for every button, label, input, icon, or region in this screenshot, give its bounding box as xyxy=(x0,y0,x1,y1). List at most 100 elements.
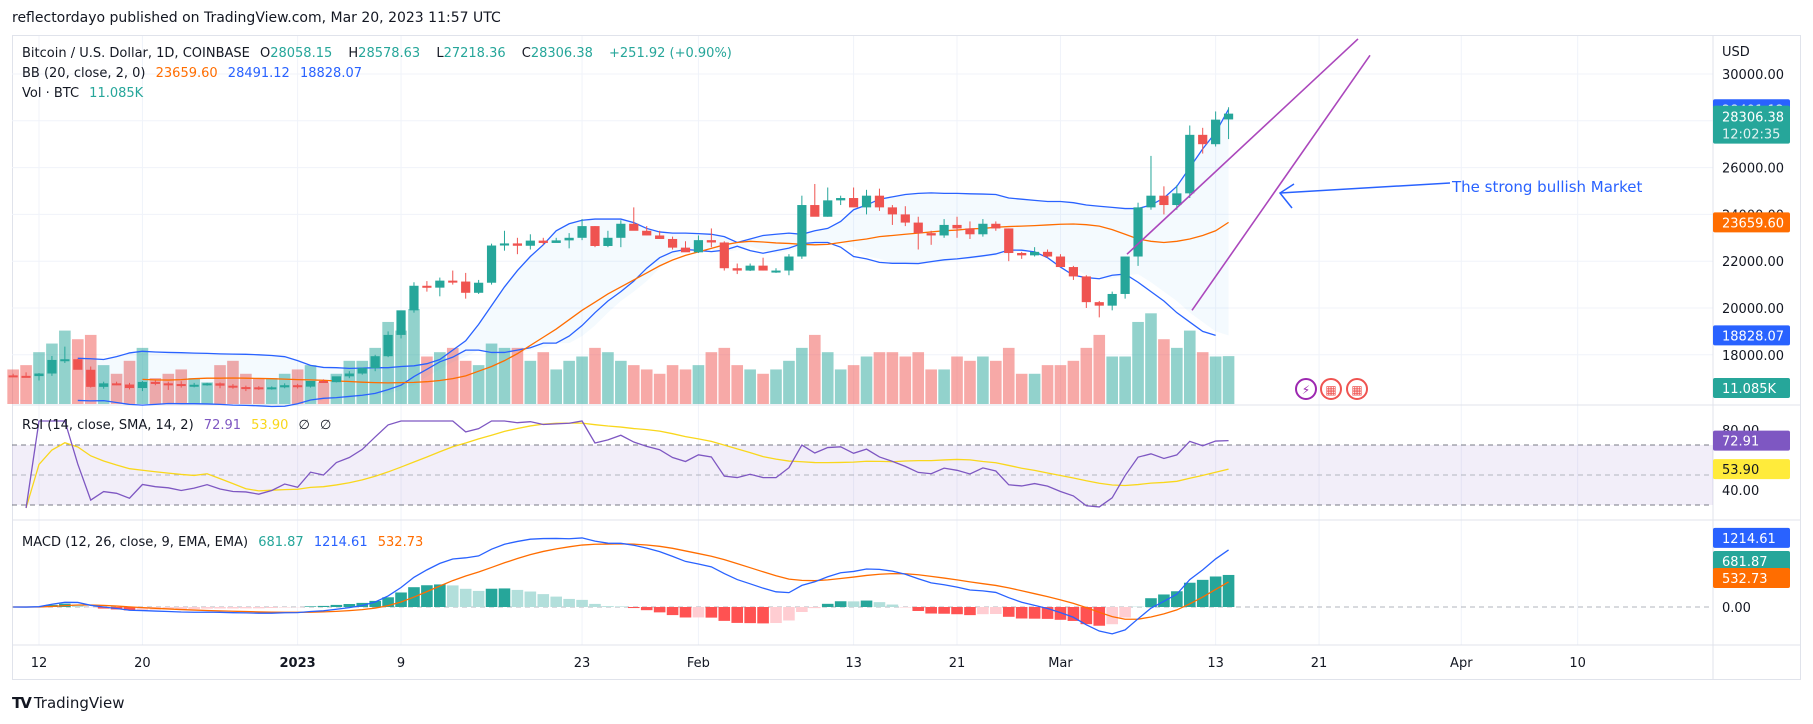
volume-bar xyxy=(485,343,498,404)
candle-body xyxy=(1172,193,1182,206)
candle-body xyxy=(719,242,729,269)
candle-body xyxy=(1223,113,1234,120)
candle-body xyxy=(952,224,962,229)
volume-bar xyxy=(1196,352,1209,404)
volume-bar xyxy=(265,378,278,404)
price-tick-label: 18000.00 xyxy=(1722,349,1784,364)
candle-body xyxy=(939,224,949,236)
candle-body xyxy=(538,240,548,243)
macd-histogram-bar xyxy=(796,607,808,612)
rsi-line xyxy=(25,420,1229,509)
time-tick-label: 10 xyxy=(1569,656,1586,671)
candle-body xyxy=(435,280,445,288)
candle-body xyxy=(318,381,329,384)
macd-histogram-bar xyxy=(1106,607,1118,625)
macd-histogram-bar xyxy=(666,607,679,616)
candle-body xyxy=(564,237,574,241)
candle-body xyxy=(900,214,910,223)
macd-histogram-bar xyxy=(938,607,950,614)
volume-bar xyxy=(1209,356,1222,404)
rsi-placeholder-2: ∅ xyxy=(319,418,332,433)
volume-bar xyxy=(1015,373,1028,404)
macd-histogram-bar xyxy=(977,607,989,615)
open-label: O xyxy=(259,46,271,61)
bb-label[interactable]: BB (20, close, 2, 0) xyxy=(22,66,146,81)
macd-histogram-bar xyxy=(330,604,343,607)
macd-histogram-bar xyxy=(912,607,925,611)
volume-bar xyxy=(602,352,614,404)
volume-bar xyxy=(615,360,627,404)
volume-bar xyxy=(925,369,937,404)
bb-lower-badge-text: 18828.07 xyxy=(1722,329,1784,344)
macd-badge xyxy=(1713,527,1790,548)
price-tick-label: 26000.00 xyxy=(1722,162,1784,177)
vol-label[interactable]: Vol · BTC xyxy=(22,86,80,101)
macd-histogram-bar xyxy=(964,607,976,616)
volume-bar xyxy=(1171,347,1183,404)
high-value: 28578.63 xyxy=(358,46,421,61)
macd-histogram-bar xyxy=(369,600,381,607)
candle-body xyxy=(21,375,31,378)
macd-histogram-bar xyxy=(821,603,834,607)
macd-histogram-bar xyxy=(847,601,860,607)
tradingview-logo-icon: TV xyxy=(12,694,32,712)
candle-body xyxy=(474,282,484,293)
flag-glyph: ▦ xyxy=(1351,383,1362,397)
time-tick-label: Feb xyxy=(687,656,710,671)
volume-bar xyxy=(640,369,653,404)
candle-body xyxy=(1107,293,1117,306)
macd-line xyxy=(13,537,1229,635)
macd-histogram-bar xyxy=(188,607,200,610)
macd-histogram-bar xyxy=(589,603,601,607)
annotation-text[interactable]: The strong bullish Market xyxy=(1451,178,1642,196)
volume-bar xyxy=(821,352,834,404)
candle-body xyxy=(848,198,859,208)
macd-histogram-bar xyxy=(705,607,718,618)
macd-legend: MACD (12, 26, close, 9, EMA, EMA) 681.87… xyxy=(22,535,429,550)
volume-bar xyxy=(847,365,860,404)
candle-body xyxy=(344,373,354,377)
candle-body xyxy=(836,198,846,201)
tradingview-wordmark: TradingView xyxy=(33,694,125,712)
macd-histogram-bar xyxy=(1054,607,1067,620)
volume-bar xyxy=(809,334,821,404)
rsi-label[interactable]: RSI (14, close, SMA, 14, 2) xyxy=(22,418,194,433)
time-tick-label: 23 xyxy=(574,656,591,671)
volume-bar xyxy=(1119,356,1131,404)
symbol-title[interactable]: Bitcoin / U.S. Dollar, 1D, COINBASE xyxy=(22,46,250,61)
candle-body xyxy=(551,240,561,243)
macd-histogram-bar xyxy=(1171,591,1183,607)
macd-histogram-bar xyxy=(434,584,446,607)
macd-label[interactable]: MACD (12, 26, close, 9, EMA, EMA) xyxy=(22,535,249,550)
macd-hist-value: 681.87 xyxy=(258,535,304,550)
low-label: L xyxy=(436,46,444,61)
volume-bar xyxy=(589,347,601,404)
volume-bar xyxy=(563,360,575,404)
candle-body xyxy=(1185,134,1195,194)
volume-bar xyxy=(653,373,666,404)
candle-body xyxy=(1017,253,1027,256)
rsi-ma-badge-text: 53.90 xyxy=(1722,463,1759,478)
volume-bar xyxy=(1041,365,1054,404)
us-flag-event-icon xyxy=(1346,378,1368,400)
bb-lower-badge xyxy=(1713,325,1790,346)
candle-body xyxy=(34,373,44,377)
price-tick-label: 30000.00 xyxy=(1722,68,1784,83)
macd-histogram-bar xyxy=(123,607,136,611)
time-tick-label: 12 xyxy=(31,656,48,671)
candle-body xyxy=(1055,256,1066,268)
tradingview-brand[interactable]: TV TradingView xyxy=(12,694,124,712)
macd-histogram-bar xyxy=(304,606,317,607)
candle-body xyxy=(1146,195,1156,208)
macd-histogram-bar xyxy=(524,591,537,607)
candle-body xyxy=(47,359,57,374)
volume-bar xyxy=(59,330,71,404)
macd-signal-badge xyxy=(1713,567,1790,588)
candle-body xyxy=(150,381,160,384)
volume-bar xyxy=(1093,334,1106,404)
candle-body xyxy=(111,383,122,386)
volume-bar xyxy=(627,365,640,404)
macd-histogram-bar xyxy=(925,607,937,614)
change-value: +251.92 (+0.90%) xyxy=(609,46,732,61)
